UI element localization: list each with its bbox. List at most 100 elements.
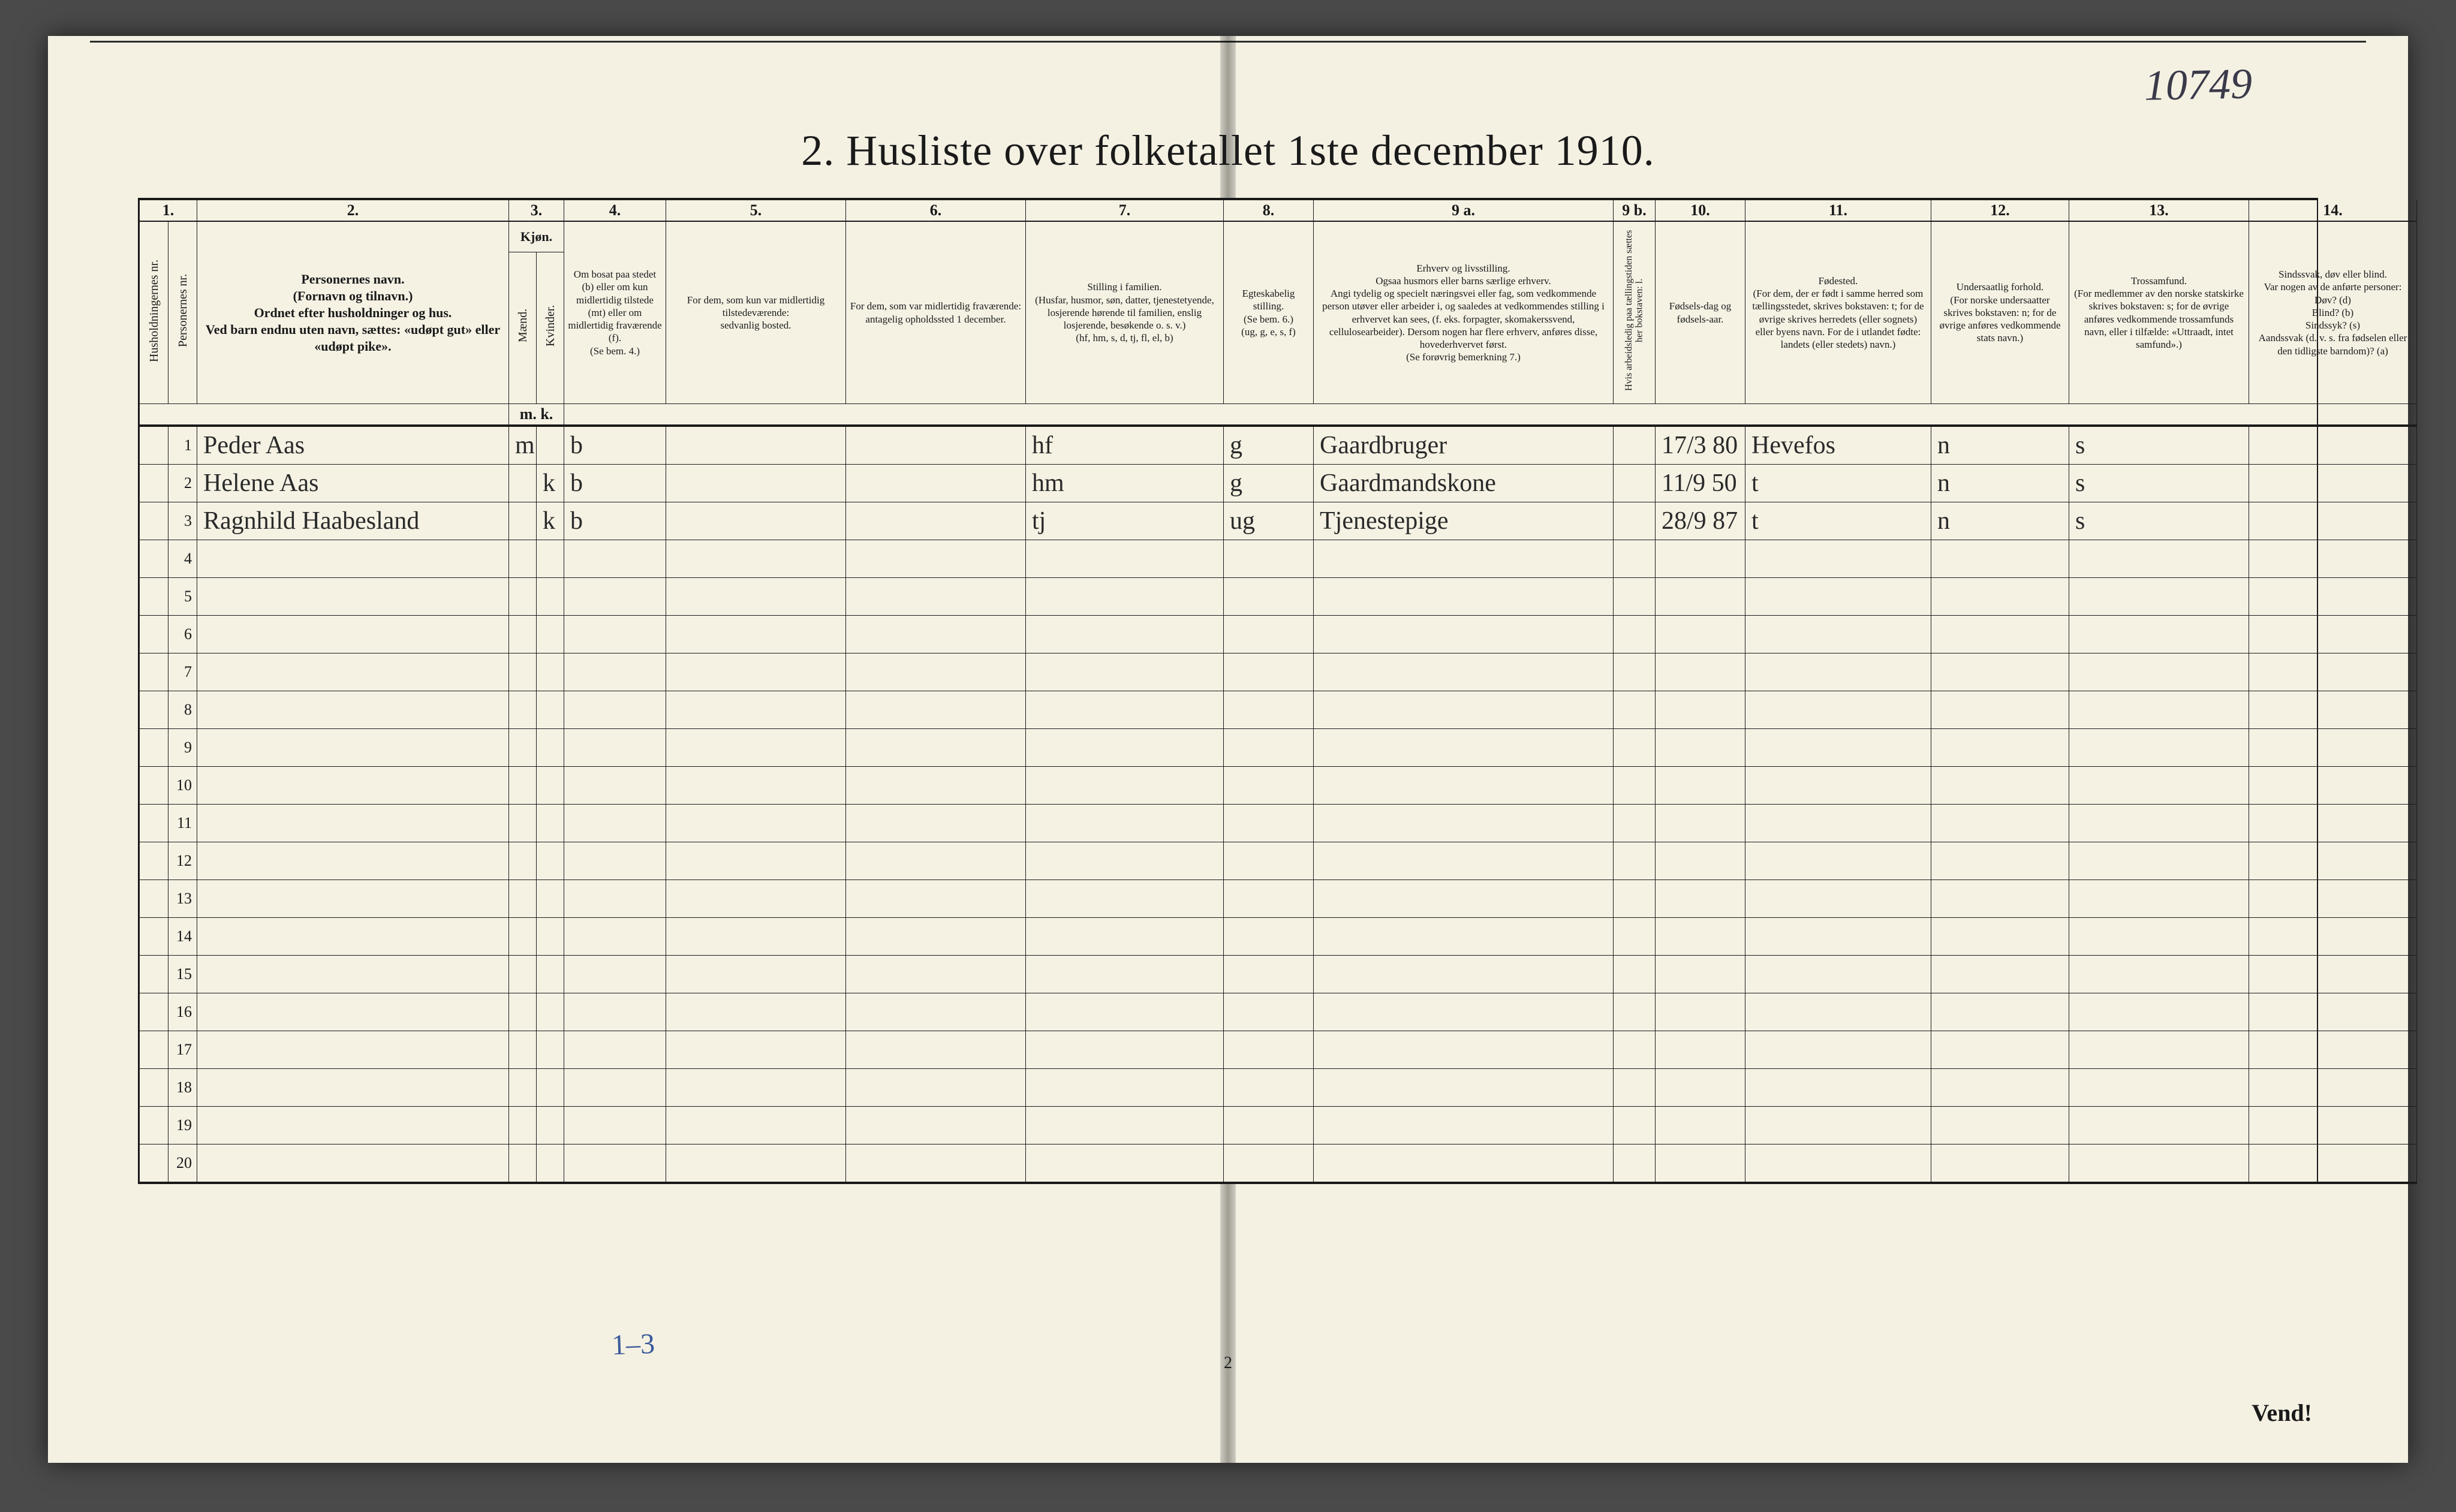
cell-person-nr: 14 (168, 918, 197, 956)
hdr-religion: Trossamfund. (For medlemmer av den norsk… (2069, 221, 2249, 404)
cell-empty (1931, 616, 2069, 653)
cell-empty (1931, 956, 2069, 993)
cell-empty (509, 1069, 537, 1107)
cell-empty (537, 956, 564, 993)
cell-empty (1656, 918, 1745, 956)
cell-empty (197, 880, 509, 918)
hdr-name: Personernes navn. (Fornavn og tilnavn.) … (197, 221, 509, 404)
cell-k (537, 426, 564, 465)
colnum-6: 6. (846, 200, 1026, 221)
cell-empty (537, 616, 564, 653)
cell-empty (2249, 993, 2417, 1031)
cell-empty (1314, 767, 1614, 805)
cell-person-nr: 9 (168, 729, 197, 767)
cell-empty (537, 578, 564, 616)
cell-empty (846, 540, 1026, 578)
cell-empty (2249, 1144, 2417, 1183)
cell-empty (846, 616, 1026, 653)
cell-b: b (564, 465, 666, 502)
cell-k: k (537, 502, 564, 540)
table-row: 18 (140, 1069, 2417, 1107)
cell-empty (1614, 1069, 1656, 1107)
cell-empty (564, 1107, 666, 1144)
cell-empty (1224, 805, 1314, 842)
cell-empty (537, 1107, 564, 1144)
cell-empty (846, 653, 1026, 691)
cell-empty (509, 805, 537, 842)
cell-empty (1931, 805, 2069, 842)
cell-c6 (846, 426, 1026, 465)
cell-empty (1026, 805, 1224, 842)
cell-person-nr: 16 (168, 993, 197, 1031)
cell-empty (2069, 880, 2249, 918)
cell-empty (564, 767, 666, 805)
hdr-sex: Kjøn. (509, 221, 564, 252)
cell-empty (537, 918, 564, 956)
cell-empty (1656, 1107, 1745, 1144)
table-row: 1Peder AasmbhfgGaardbruger17/3 80Hevefos… (140, 426, 2417, 465)
cell-empty (2249, 729, 2417, 767)
cell-empty (564, 1069, 666, 1107)
cell-person-nr: 19 (168, 1107, 197, 1144)
census-page: 10749 2. Husliste over folketallet 1ste … (48, 36, 2408, 1463)
cell-c6 (846, 502, 1026, 540)
mk-row: m. k. (140, 404, 2417, 426)
cell-c14 (2249, 502, 2417, 540)
cell-empty (509, 842, 537, 880)
cell-empty (2249, 616, 2417, 653)
cell-erh: Tjenestepige (1314, 502, 1614, 540)
cell-empty (846, 918, 1026, 956)
hdr-female: Kvinder. (537, 252, 564, 403)
cell-empty (1745, 805, 1931, 842)
cell-empty (666, 540, 846, 578)
cell-empty (1026, 956, 1224, 993)
cell-empty (1931, 1107, 2069, 1144)
cell-empty (1224, 653, 1314, 691)
cell-empty (1026, 842, 1224, 880)
cell-person-nr: 8 (168, 691, 197, 729)
cell-household-nr (140, 1144, 168, 1183)
cell-empty (509, 1144, 537, 1183)
cell-empty (1931, 993, 2069, 1031)
cell-empty (197, 729, 509, 767)
cell-c14 (2249, 426, 2417, 465)
cell-empty (1614, 956, 1656, 993)
cell-empty (564, 805, 666, 842)
cell-empty (1656, 729, 1745, 767)
cell-household-nr (140, 653, 168, 691)
cell-empty (846, 578, 1026, 616)
cell-empty (2069, 1031, 2249, 1069)
cell-empty (197, 918, 509, 956)
hdr-male: Mænd. (509, 252, 537, 403)
cell-empty (1314, 1031, 1614, 1069)
cell-empty (666, 729, 846, 767)
cell-empty (1614, 616, 1656, 653)
cell-empty (1656, 805, 1745, 842)
cell-empty (1224, 993, 1314, 1031)
cell-empty (1224, 956, 1314, 993)
cell-empty (509, 653, 537, 691)
cell-empty (666, 691, 846, 729)
cell-person-nr: 6 (168, 616, 197, 653)
cell-empty (1314, 805, 1614, 842)
cell-person-nr: 18 (168, 1069, 197, 1107)
cell-household-nr (140, 1107, 168, 1144)
cell-empty (666, 1031, 846, 1069)
hdr-marital: Egteskabelig stilling. (Se bem. 6.) (ug,… (1224, 221, 1314, 404)
table-row: 15 (140, 956, 2417, 993)
cell-und: n (1931, 502, 2069, 540)
cell-empty (2249, 1069, 2417, 1107)
cell-empty (2069, 918, 2249, 956)
cell-empty (1026, 880, 1224, 918)
hdr-person-nr: Personernes nr. (168, 221, 197, 404)
cell-fst: t (1745, 502, 1931, 540)
cell-empty (537, 1069, 564, 1107)
cell-empty (2249, 842, 2417, 880)
census-table: 1. 2. 3. 4. 5. 6. 7. 8. 9 a. 9 b. 10. 11… (139, 200, 2417, 1184)
cell-empty (197, 1107, 509, 1144)
cell-empty (2069, 805, 2249, 842)
cell-household-nr (140, 426, 168, 465)
cell-empty (564, 691, 666, 729)
blue-pencil-note: 1–3 (611, 1327, 655, 1362)
cell-empty (1224, 1069, 1314, 1107)
